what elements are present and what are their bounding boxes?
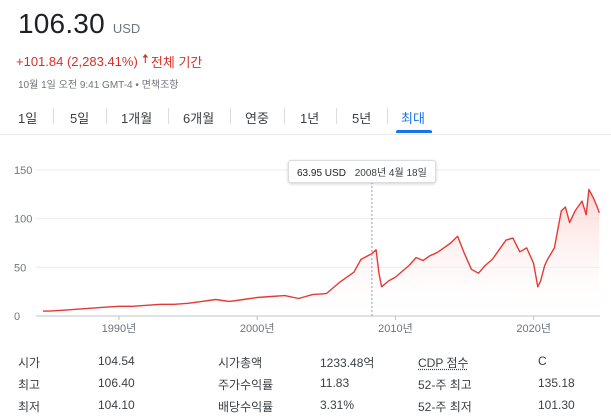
stat-value-low: 104.10 (98, 398, 135, 412)
x-tick-label: 2000년 (240, 322, 275, 335)
price-chart[interactable]: 0 50 100 150 1990년 2000년 2010년 2020년 (0, 140, 611, 340)
stat-value-market-cap: 1233.48억 (320, 356, 375, 370)
stat-label-market-cap: 시가총액 (218, 356, 263, 370)
y-tick-label: 150 (14, 165, 32, 177)
tab-divider (284, 108, 285, 124)
y-axis-ticks: 0 50 100 150 (14, 165, 32, 323)
price-area-fill (42, 189, 600, 316)
x-tick-label: 2010년 (378, 322, 413, 335)
quote-timestamp: 10월 1일 오전 9:41 GMT-4 (18, 80, 133, 91)
stat-label-pe: 주가수익률 (218, 378, 274, 392)
stat-label-open: 시가 (18, 356, 41, 370)
tab-divider (53, 108, 54, 124)
arrow-up-icon: 🠅 (141, 51, 149, 66)
tab-6m[interactable]: 6개월 (183, 111, 215, 126)
x-tick-label: 1990년 (102, 322, 137, 335)
stat-label-52w-high: 52-주 최고 (418, 378, 472, 392)
active-tab-indicator (396, 130, 432, 133)
dot-separator: • (135, 80, 142, 91)
stat-value-52w-low: 101.30 (538, 398, 575, 412)
tab-divider (336, 108, 337, 124)
tab-divider (387, 108, 388, 124)
price-line (42, 188, 600, 312)
stat-label-52w-low: 52-주 최저 (418, 400, 472, 414)
tab-1d[interactable]: 1일 (18, 111, 38, 126)
tab-divider (106, 108, 107, 124)
stat-value-cdp: C (538, 354, 547, 368)
stat-value-open: 104.54 (98, 354, 135, 368)
tab-max[interactable]: 최대 (401, 111, 425, 126)
tab-divider (168, 108, 169, 124)
tab-divider (230, 108, 231, 124)
stat-label-dividend: 배당수익률 (218, 400, 274, 414)
current-price: 106.30 (18, 8, 105, 39)
stat-value-pe: 11.83 (320, 376, 350, 390)
tab-5d[interactable]: 5일 (70, 111, 90, 126)
stat-label-high: 최고 (18, 378, 41, 392)
x-axis-ticks: 1990년 2000년 2010년 2020년 (102, 316, 551, 335)
tab-ytd[interactable]: 연중 (245, 111, 269, 126)
currency-label: USD (112, 21, 141, 36)
y-tick-label: 100 (14, 214, 32, 226)
tab-1m[interactable]: 1개월 (121, 111, 153, 126)
y-tick-label: 50 (14, 262, 26, 274)
stat-value-dividend: 3.31% (320, 398, 355, 412)
disclaimer-link[interactable]: 면책조항 (141, 80, 179, 91)
stat-value-high: 106.40 (98, 376, 135, 390)
price-change: +101.84 (2,283.41%) (16, 53, 138, 69)
quote-meta: 10월 1일 오전 9:41 GMT-4 • 면책조항 (18, 76, 179, 91)
time-range-tabs: 1일 5일 1개월 6개월 연중 1년 5년 최대 (0, 100, 611, 135)
tab-1y[interactable]: 1년 (300, 111, 320, 126)
price-header: 106.30 USD (18, 8, 140, 40)
stat-label-low: 최저 (18, 400, 41, 414)
stat-label-cdp[interactable]: CDP 점수 (418, 356, 469, 370)
hover-tooltip: 63.95 USD 2008년 4월 18일 (288, 160, 436, 183)
x-tick-label: 2020년 (516, 322, 551, 335)
change-period: 전체 기간 (150, 54, 203, 70)
tab-5y[interactable]: 5년 (352, 111, 372, 126)
tooltip-date: 2008년 4월 18일 (354, 168, 427, 179)
y-tick-label: 0 (14, 311, 20, 323)
tooltip-value: 63.95 USD (297, 168, 346, 179)
price-change-row: +101.84 (2,283.41%) 🠅 전체 기간 (16, 50, 202, 72)
stat-value-52w-high: 135.18 (538, 376, 575, 390)
